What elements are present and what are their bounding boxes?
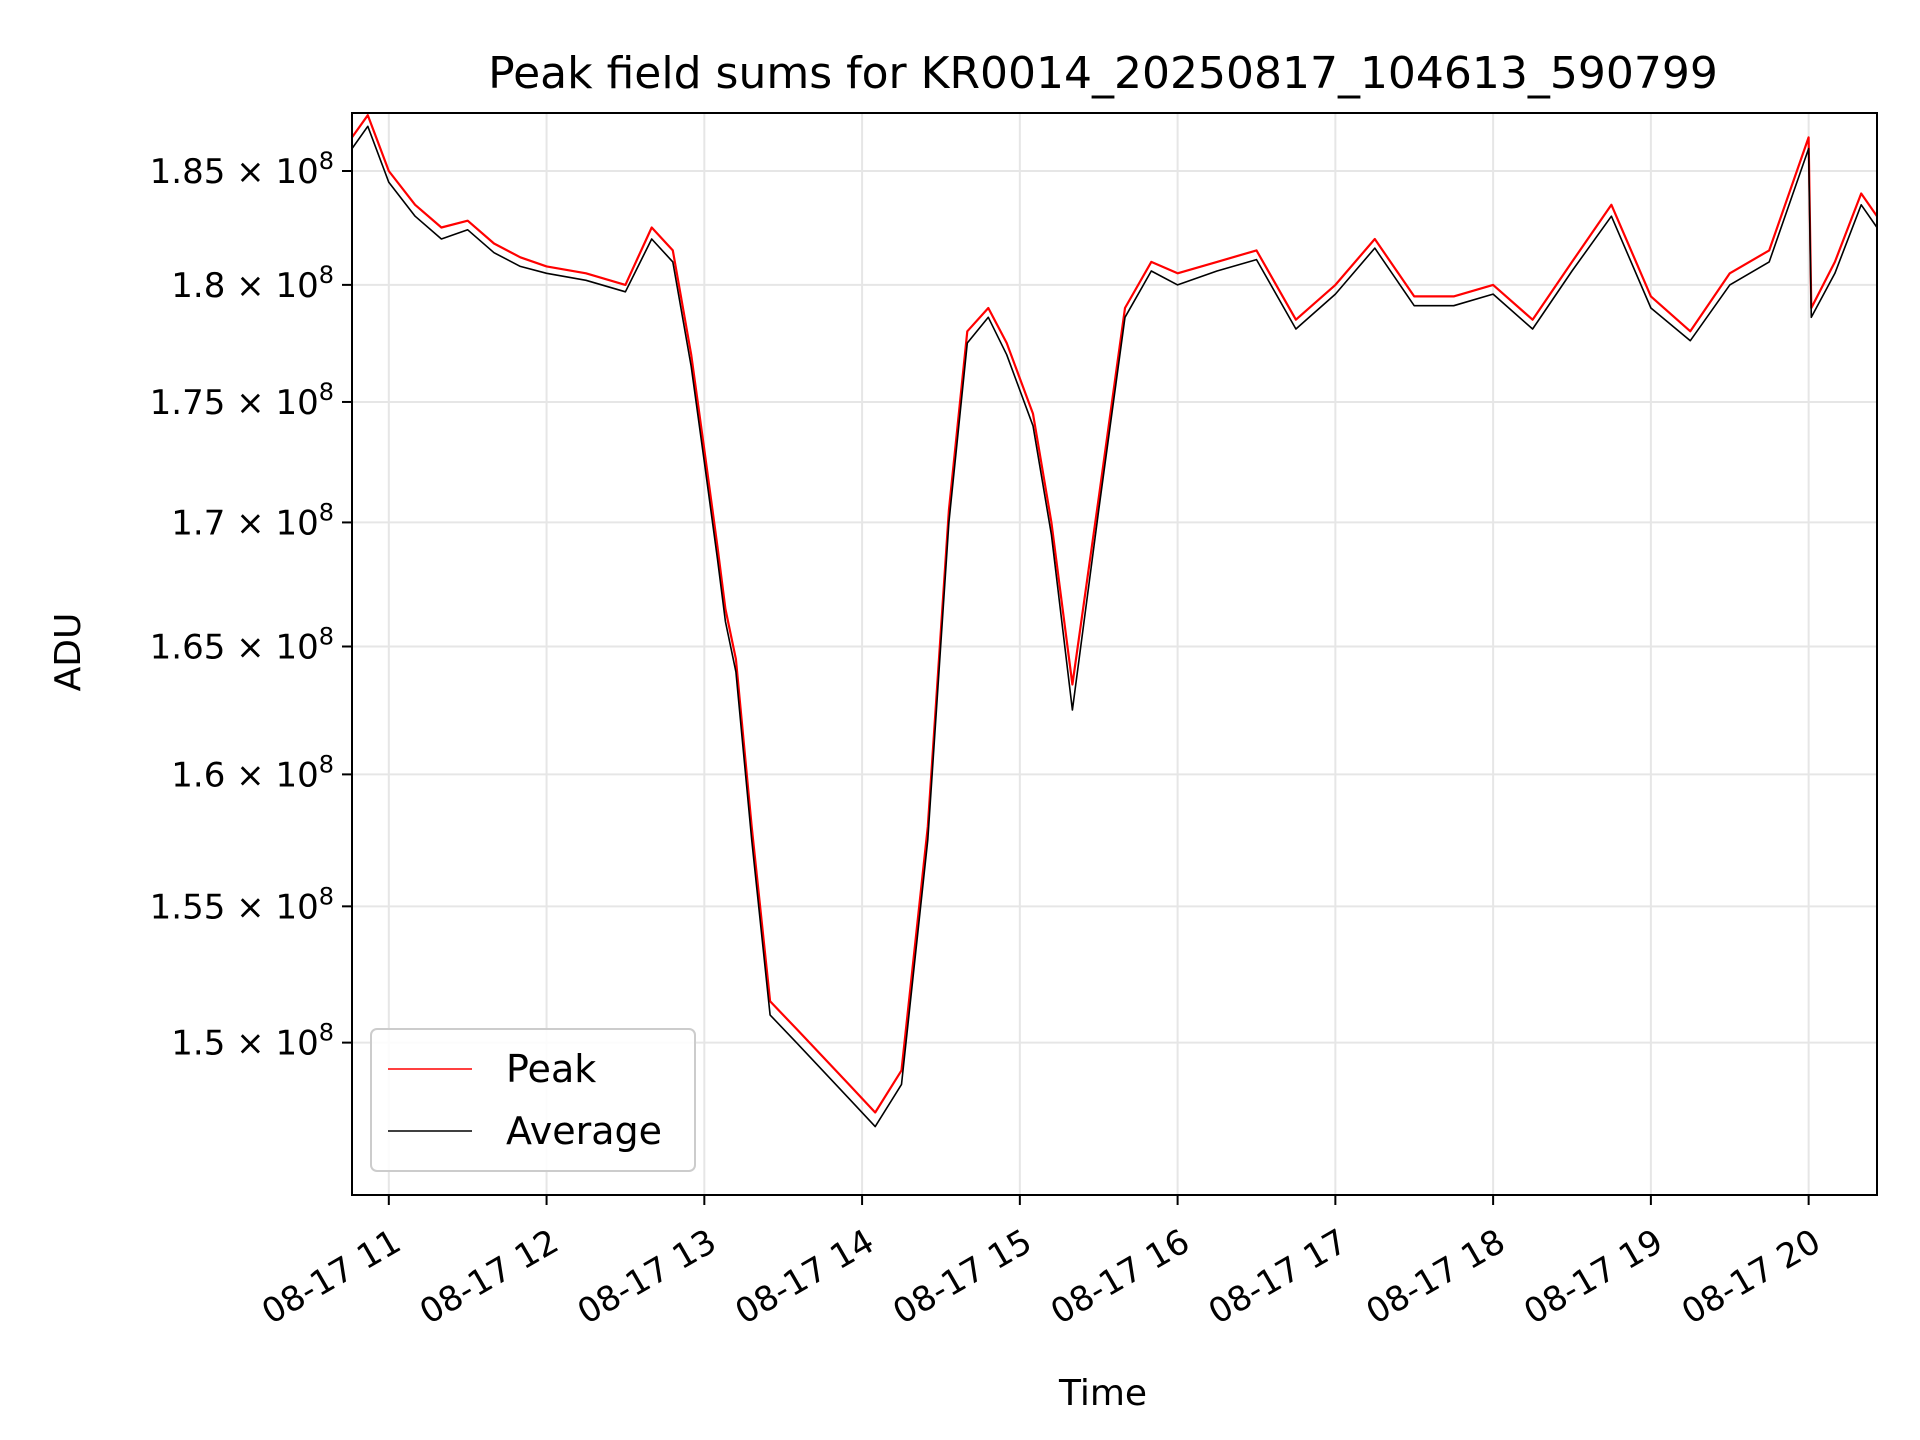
plot-frame: [351, 112, 1878, 1196]
x-axis-title: Time: [1058, 1373, 1147, 1414]
series-line-average: [351, 125, 1878, 1128]
y-axis: 1.5 × 108 1.55 × 108 1.6 × 108 1.65 × 108 1.…: [150, 147, 352, 1064]
y-tick-label: 1.6 × 108: [171, 750, 334, 795]
series-group: [351, 114, 1878, 1128]
y-tick-label: 1.8 × 108: [171, 261, 334, 306]
legend-label-peak: Peak: [506, 1047, 596, 1091]
y-tick-label: 1.85 × 108: [150, 147, 334, 192]
legend-box: [370, 1028, 696, 1172]
y-tick-label: 1.65 × 108: [150, 623, 334, 668]
series-line-peak: [351, 114, 1878, 1114]
legend-label-average: Average: [506, 1109, 662, 1153]
y-tick-label: 1.7 × 108: [171, 498, 334, 543]
y-axis-title: ADU: [48, 613, 89, 692]
chart-title: Peak field sums for KR0014_20250817_1046…: [488, 48, 1718, 99]
y-tick-label: 1.55 × 108: [150, 882, 334, 927]
y-tick-label: 1.5 × 108: [171, 1019, 334, 1064]
y-tick-label: 1.75 × 108: [150, 378, 334, 423]
legend: Peak Average: [370, 1028, 696, 1172]
